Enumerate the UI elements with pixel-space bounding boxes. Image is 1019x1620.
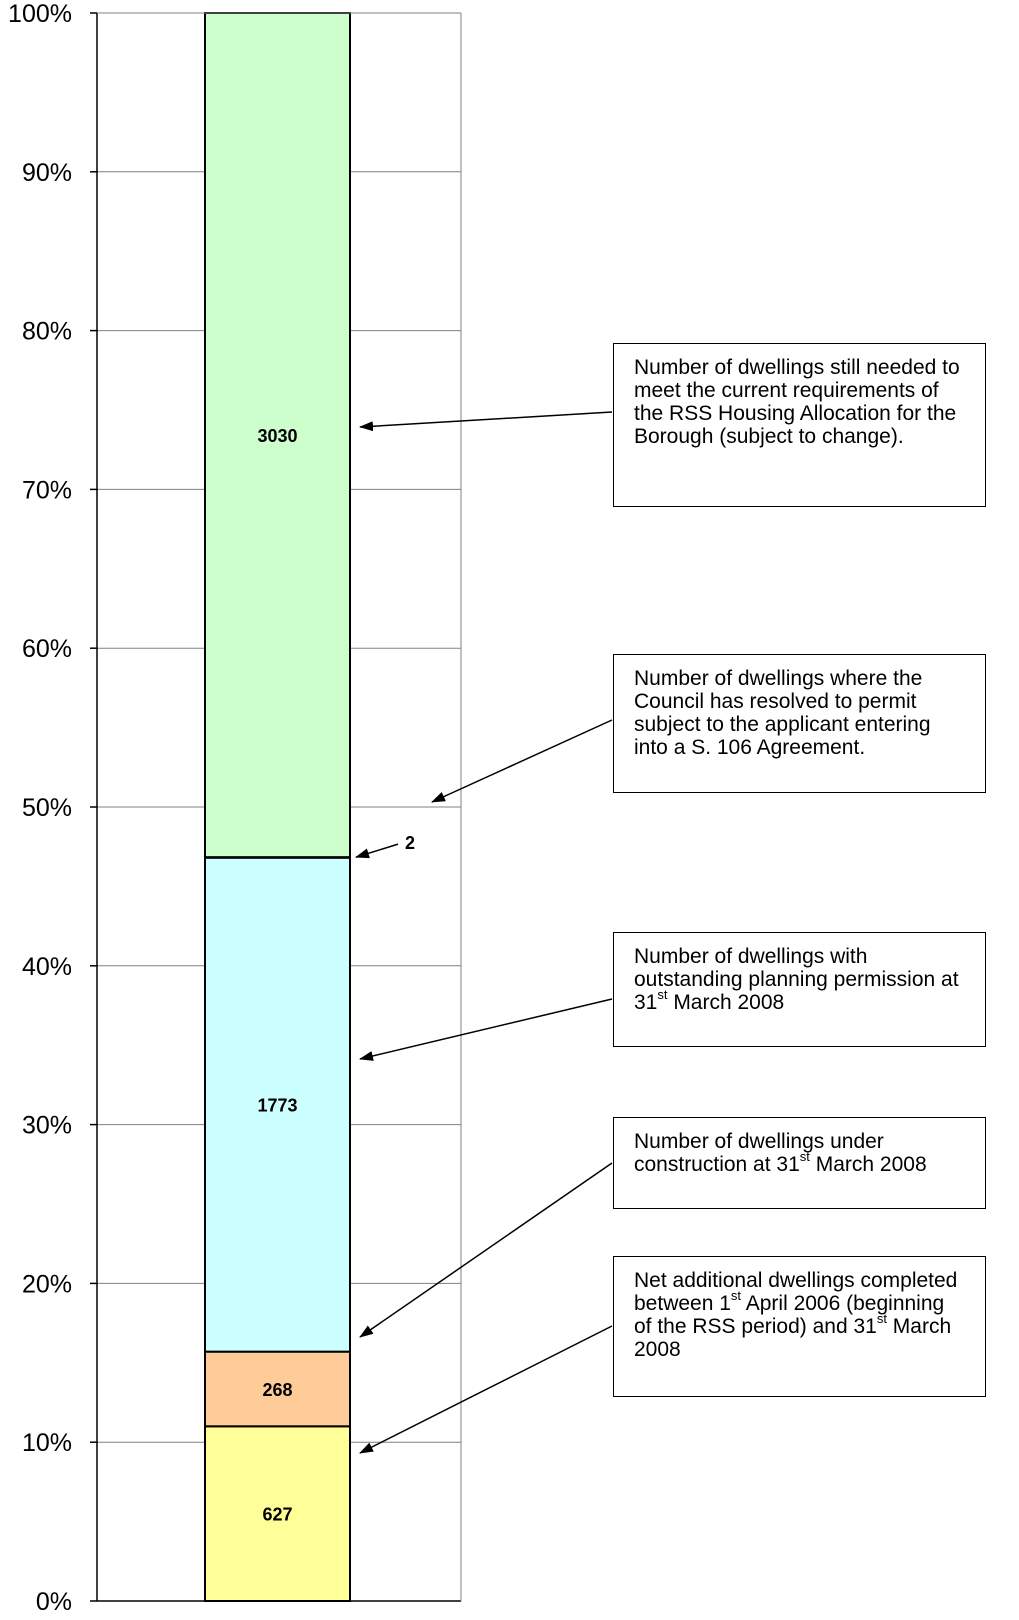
bar-segment-627 — [204, 1425, 351, 1602]
arrow-268 — [359, 1162, 613, 1338]
callout-text: Number of dwellings where the Council ha… — [634, 667, 937, 759]
data-label-2: 2 — [405, 833, 415, 853]
y-tick-label: 80% — [22, 318, 72, 346]
callout-superscript: st — [730, 1288, 742, 1303]
segment-labels: 627 268 1773 2 3030 — [257, 426, 415, 1525]
y-tick-label: 20% — [22, 1270, 72, 1298]
callout-3030: Number of dwellings still needed to meet… — [613, 343, 986, 507]
callout-text: Number of dwellings under construction a… — [634, 1130, 890, 1176]
bar-segment-3030 — [204, 12, 351, 859]
callout-text: Number of dwellings with outstanding pla… — [634, 945, 965, 1014]
data-label-3030: 3030 — [257, 426, 297, 446]
y-tick-label: 50% — [22, 794, 72, 822]
callout-text: Net additional dwellings completed betwe… — [634, 1269, 964, 1315]
bar-segment-1773 — [204, 856, 351, 1353]
y-tick-label: 70% — [22, 476, 72, 504]
callout-text: Number of dwellings still needed to meet… — [634, 356, 966, 448]
y-tick-label: 0% — [36, 1588, 72, 1616]
y-tick-label: 30% — [22, 1112, 72, 1140]
annotation-arrows — [355, 411, 613, 1454]
callout-superscript: st — [876, 1311, 887, 1326]
callout-2: Number of dwellings where the Council ha… — [613, 654, 986, 793]
y-tick-label: 100% — [8, 0, 72, 28]
arrow-label-2 — [355, 843, 399, 859]
callout-text: March 2008 — [809, 1153, 927, 1176]
data-label-627: 627 — [262, 1505, 292, 1525]
callout-1773: Number of dwellings with outstanding pla… — [613, 932, 986, 1047]
callout-268: Number of dwellings under construction a… — [613, 1117, 986, 1209]
callout-text: March 2008 — [667, 991, 785, 1014]
callout-text: March 2008 — [634, 1315, 957, 1361]
arrow-1773 — [359, 998, 613, 1061]
data-label-1773: 1773 — [257, 1096, 297, 1116]
stacked-bar — [204, 12, 351, 1602]
callout-superscript: st — [657, 987, 668, 1002]
y-tick-label: 90% — [22, 159, 72, 187]
arrow-2 — [431, 719, 613, 803]
y-tick-label: 40% — [22, 953, 72, 981]
arrow-627 — [359, 1325, 613, 1454]
data-label-268: 268 — [262, 1380, 292, 1400]
callout-superscript: st — [799, 1149, 810, 1164]
plot-frame — [96, 12, 462, 1602]
arrow-3030 — [359, 411, 613, 432]
bar-segment-268 — [204, 1350, 351, 1428]
callout-text: April 2006 (beginning of the RSS period)… — [634, 1292, 951, 1338]
y-axis-ticks: 0% 10% 20% 30% 40% 50% 60% 70% 80% 90% 100% — [8, 0, 97, 1616]
callout-627: Net additional dwellings completed betwe… — [613, 1256, 986, 1397]
y-tick-label: 60% — [22, 635, 72, 663]
y-tick-label: 10% — [22, 1429, 72, 1457]
